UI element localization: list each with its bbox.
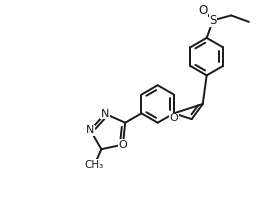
Text: O: O xyxy=(199,4,208,17)
Text: CH₃: CH₃ xyxy=(85,160,104,170)
Text: N: N xyxy=(101,109,109,119)
Text: S: S xyxy=(209,14,217,27)
Text: O: O xyxy=(119,140,127,150)
Text: O: O xyxy=(170,113,178,123)
Text: N: N xyxy=(86,125,95,135)
